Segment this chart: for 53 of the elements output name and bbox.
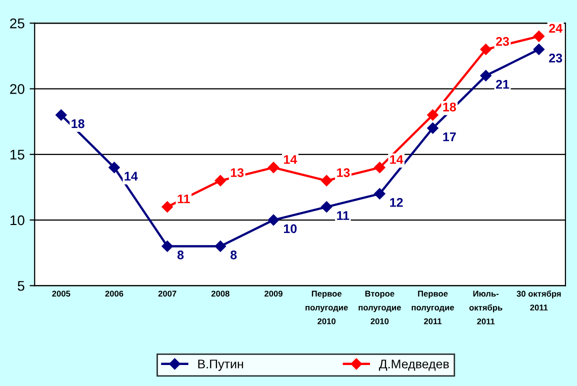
data-label: 23 <box>549 54 562 63</box>
legend-label: В.Путин <box>198 360 244 371</box>
y-tick-label: 15 <box>10 150 24 160</box>
point <box>427 109 438 121</box>
x-tick-label: 2005 <box>52 290 70 297</box>
y-tick-label: 20 <box>10 84 24 94</box>
data-label: 12 <box>390 198 403 207</box>
data-label: 14 <box>284 155 298 164</box>
point <box>162 201 173 212</box>
x-tick-label: Второе полугодие 2010 <box>358 290 401 324</box>
data-label: 14 <box>390 155 404 164</box>
x-tick-label: 2007 <box>158 290 176 297</box>
point <box>268 162 280 174</box>
data-label: 14 <box>124 172 138 180</box>
point <box>320 201 332 212</box>
point <box>374 188 386 200</box>
data-label: 17 <box>443 132 456 142</box>
data-label: 23 <box>496 36 510 46</box>
point <box>480 70 492 82</box>
x-tick-label: Первое полугодие 2011 <box>412 290 454 324</box>
x-tick-label: Первое полугодие 2010 <box>306 290 348 324</box>
y-tick-label: 25 <box>10 18 24 28</box>
data-label: 13 <box>337 168 350 178</box>
y-tick-label: 10 <box>10 215 24 226</box>
point <box>427 122 438 134</box>
data-label: 11 <box>337 211 350 220</box>
x-tick-label: Июль- октябрь 2011 <box>469 290 502 324</box>
point <box>533 30 545 42</box>
data-label: 18 <box>443 102 456 112</box>
x-tick-label: 2006 <box>105 290 124 297</box>
point <box>268 214 280 226</box>
data-label: 13 <box>230 168 244 178</box>
legend-label: Д.Медведев <box>378 360 449 371</box>
data-label: 8 <box>230 250 237 260</box>
point <box>214 240 226 252</box>
point <box>214 175 226 186</box>
point <box>533 44 545 56</box>
point <box>320 175 332 186</box>
data-label: 21 <box>496 80 510 89</box>
x-tick-label: 30 октября 2011 <box>516 290 561 310</box>
point <box>374 162 386 174</box>
data-label: 11 <box>178 194 190 204</box>
data-label: 24 <box>549 24 562 33</box>
point <box>480 44 492 56</box>
x-tick-label: 2009 <box>264 290 282 297</box>
data-label: 10 <box>284 224 297 234</box>
point <box>56 109 67 121</box>
data-label: 8 <box>177 250 184 260</box>
x-tick-label: 2008 <box>211 290 230 297</box>
data-label: 18 <box>72 119 84 128</box>
point <box>108 162 120 174</box>
point <box>162 240 173 252</box>
y-tick-label: 5 <box>18 281 24 291</box>
